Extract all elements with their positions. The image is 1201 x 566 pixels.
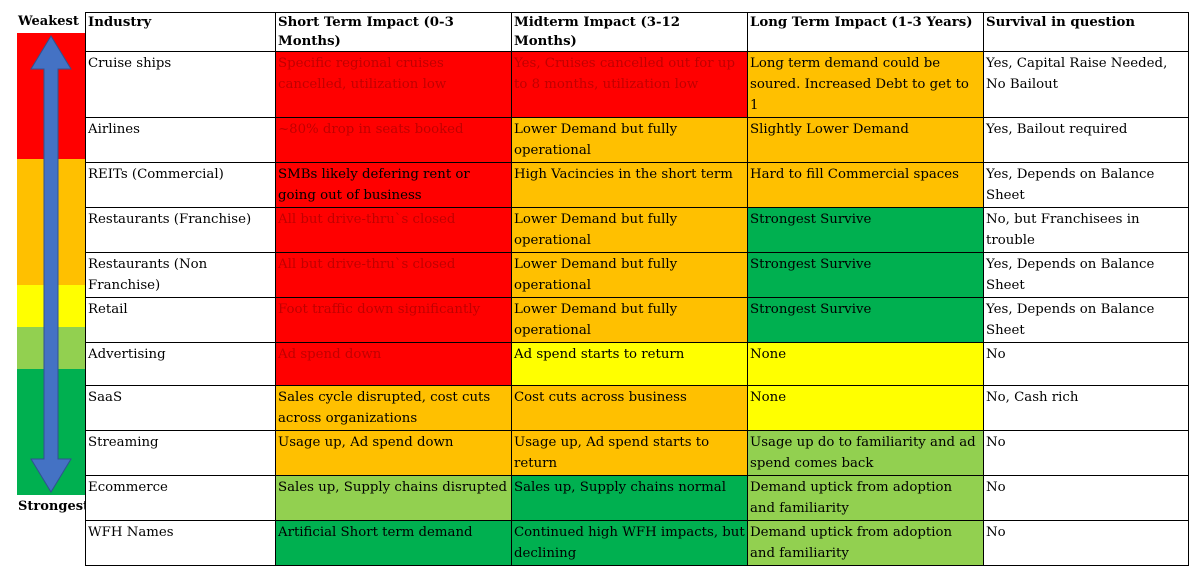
survival-cell: No (983, 475, 1189, 521)
table-row: REITs (Commercial) SMBs likely defering r… (85, 162, 1189, 208)
long-term-impact-cell: None (747, 342, 984, 386)
short-term-impact-cell: Specific regional cruises cancelled, uti… (275, 51, 512, 118)
survival-cell: Yes, Depends on Balance Sheet (983, 252, 1189, 298)
table-row: Airlines ~80% drop in seats booked Lower D… (85, 117, 1189, 163)
industry-cell: Restaurants (Non Franchise) (85, 252, 276, 298)
short-term-impact-cell: Foot traffic down significantly (275, 297, 512, 343)
table-row: Cruise ships Specific regional cruises ca… (85, 51, 1189, 118)
short-term-impact-cell: Usage up, Ad spend down (275, 430, 512, 476)
long-term-impact-cell: Slightly Lower Demand (747, 117, 984, 163)
table-header-row: Industry Short Term Impact (0-3 Months) … (85, 12, 1189, 52)
survival-cell: Yes, Depends on Balance Sheet (983, 162, 1189, 208)
table-row: Advertising Ad spend down Ad spend starts … (85, 342, 1189, 386)
short-term-impact-cell: All but drive-thru`s closed (275, 252, 512, 298)
table-row: Restaurants (Franchise) All but drive-thr… (85, 207, 1189, 253)
short-term-impact-cell: Sales up, Supply chains disrupted (275, 475, 512, 521)
long-term-impact-cell: Demand uptick from adoption and familiar… (747, 520, 984, 566)
midterm-impact-cell: Lower Demand but fully operational (511, 207, 748, 253)
survival-cell: No, Cash rich (983, 385, 1189, 431)
table-row: Restaurants (Non Franchise) All but drive… (85, 252, 1189, 298)
table-row: SaaS Sales cycle disrupted, cost cuts acr… (85, 385, 1189, 431)
double-arrow-icon (30, 35, 72, 493)
table-row: Retail Foot traffic down significantly Low… (85, 297, 1189, 343)
long-term-impact-cell: Strongest Survive (747, 207, 984, 253)
short-term-impact-cell: Artificial Short term demand (275, 520, 512, 566)
header-long-term: Long Term Impact (1-3 Years) (747, 12, 984, 52)
long-term-impact-cell: Strongest Survive (747, 252, 984, 298)
industry-cell: WFH Names (85, 520, 276, 566)
survival-cell: Yes, Bailout required (983, 117, 1189, 163)
long-term-impact-cell: Long term demand could be soured. Increa… (747, 51, 984, 118)
long-term-impact-cell: Hard to fill Commercial spaces (747, 162, 984, 208)
midterm-impact-cell: Continued high WFH impacts, but declinin… (511, 520, 748, 566)
header-short-term: Short Term Impact (0-3 Months) (275, 12, 512, 52)
long-term-impact-cell: Strongest Survive (747, 297, 984, 343)
table-row: WFH Names Artificial Short term demand Con… (85, 520, 1189, 566)
short-term-impact-cell: SMBs likely defering rent or going out o… (275, 162, 512, 208)
double-arrow-shape (30, 35, 72, 493)
industry-cell: Streaming (85, 430, 276, 476)
midterm-impact-cell: Lower Demand but fully operational (511, 252, 748, 298)
industry-cell: Advertising (85, 342, 276, 386)
industry-cell: SaaS (85, 385, 276, 431)
short-term-impact-cell: Ad spend down (275, 342, 512, 386)
midterm-impact-cell: Sales up, Supply chains normal (511, 475, 748, 521)
survival-cell: No, but Franchisees in trouble (983, 207, 1189, 253)
midterm-impact-cell: Ad spend starts to return (511, 342, 748, 386)
long-term-impact-cell: Demand uptick from adoption and familiar… (747, 475, 984, 521)
industry-impact-table: Industry Short Term Impact (0-3 Months) … (85, 12, 1189, 566)
long-term-impact-cell: Usage up do to familiarity and ad spend … (747, 430, 984, 476)
survival-cell: Yes, Capital Raise Needed, No Bailout (983, 51, 1189, 118)
short-term-impact-cell: All but drive-thru`s closed (275, 207, 512, 253)
midterm-impact-cell: Cost cuts across business (511, 385, 748, 431)
midterm-impact-cell: Lower Demand but fully operational (511, 297, 748, 343)
short-term-impact-cell: ~80% drop in seats booked (275, 117, 512, 163)
survival-cell: No (983, 430, 1189, 476)
short-term-impact-cell: Sales cycle disrupted, cost cuts across … (275, 385, 512, 431)
header-survival: Survival in question (983, 12, 1189, 52)
industry-cell: Restaurants (Franchise) (85, 207, 276, 253)
header-midterm: Midterm Impact (3-12 Months) (511, 12, 748, 52)
table-row: Ecommerce Sales up, Supply chains disrupt… (85, 475, 1189, 521)
midterm-impact-cell: Lower Demand but fully operational (511, 117, 748, 163)
table-row: Streaming Usage up, Ad spend down Usage up… (85, 430, 1189, 476)
industry-cell: Airlines (85, 117, 276, 163)
table-body: Cruise ships Specific regional cruises ca… (85, 51, 1189, 566)
midterm-impact-cell: High Vacincies in the short term (511, 162, 748, 208)
long-term-impact-cell: None (747, 385, 984, 431)
midterm-impact-cell: Yes, Cruises cancelled out for up to 8 m… (511, 51, 748, 118)
midterm-impact-cell: Usage up, Ad spend starts to return (511, 430, 748, 476)
industry-cell: Cruise ships (85, 51, 276, 118)
survival-cell: No (983, 342, 1189, 386)
industry-cell: REITs (Commercial) (85, 162, 276, 208)
industry-cell: Retail (85, 297, 276, 343)
scale-top-label: Weakest (18, 14, 79, 29)
scale-bottom-label: Strongest (18, 499, 90, 514)
survival-cell: Yes, Depends on Balance Sheet (983, 297, 1189, 343)
header-industry: Industry (85, 12, 276, 52)
survival-cell: No (983, 520, 1189, 566)
industry-cell: Ecommerce (85, 475, 276, 521)
